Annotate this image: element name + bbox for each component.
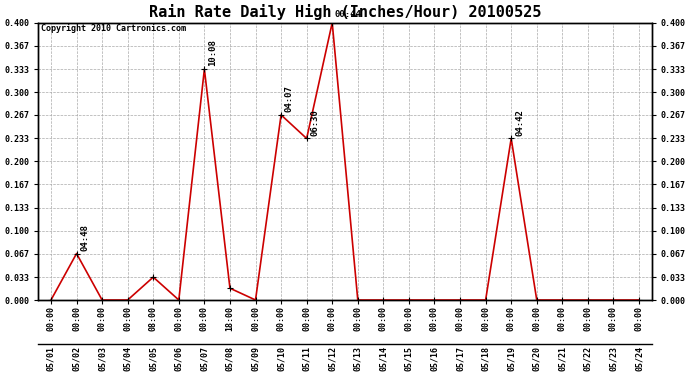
Text: 06:30: 06:30 [310, 109, 319, 136]
Text: 04:48: 04:48 [80, 224, 90, 251]
Text: 10:08: 10:08 [208, 39, 217, 66]
Title: Rain Rate Daily High (Inches/Hour) 20100525: Rain Rate Daily High (Inches/Hour) 20100… [149, 4, 541, 20]
Text: 00:44: 00:44 [335, 10, 362, 19]
Text: Copyright 2010 Cartronics.com: Copyright 2010 Cartronics.com [41, 24, 186, 33]
Text: 04:42: 04:42 [515, 109, 524, 136]
Text: 04:07: 04:07 [285, 85, 294, 112]
